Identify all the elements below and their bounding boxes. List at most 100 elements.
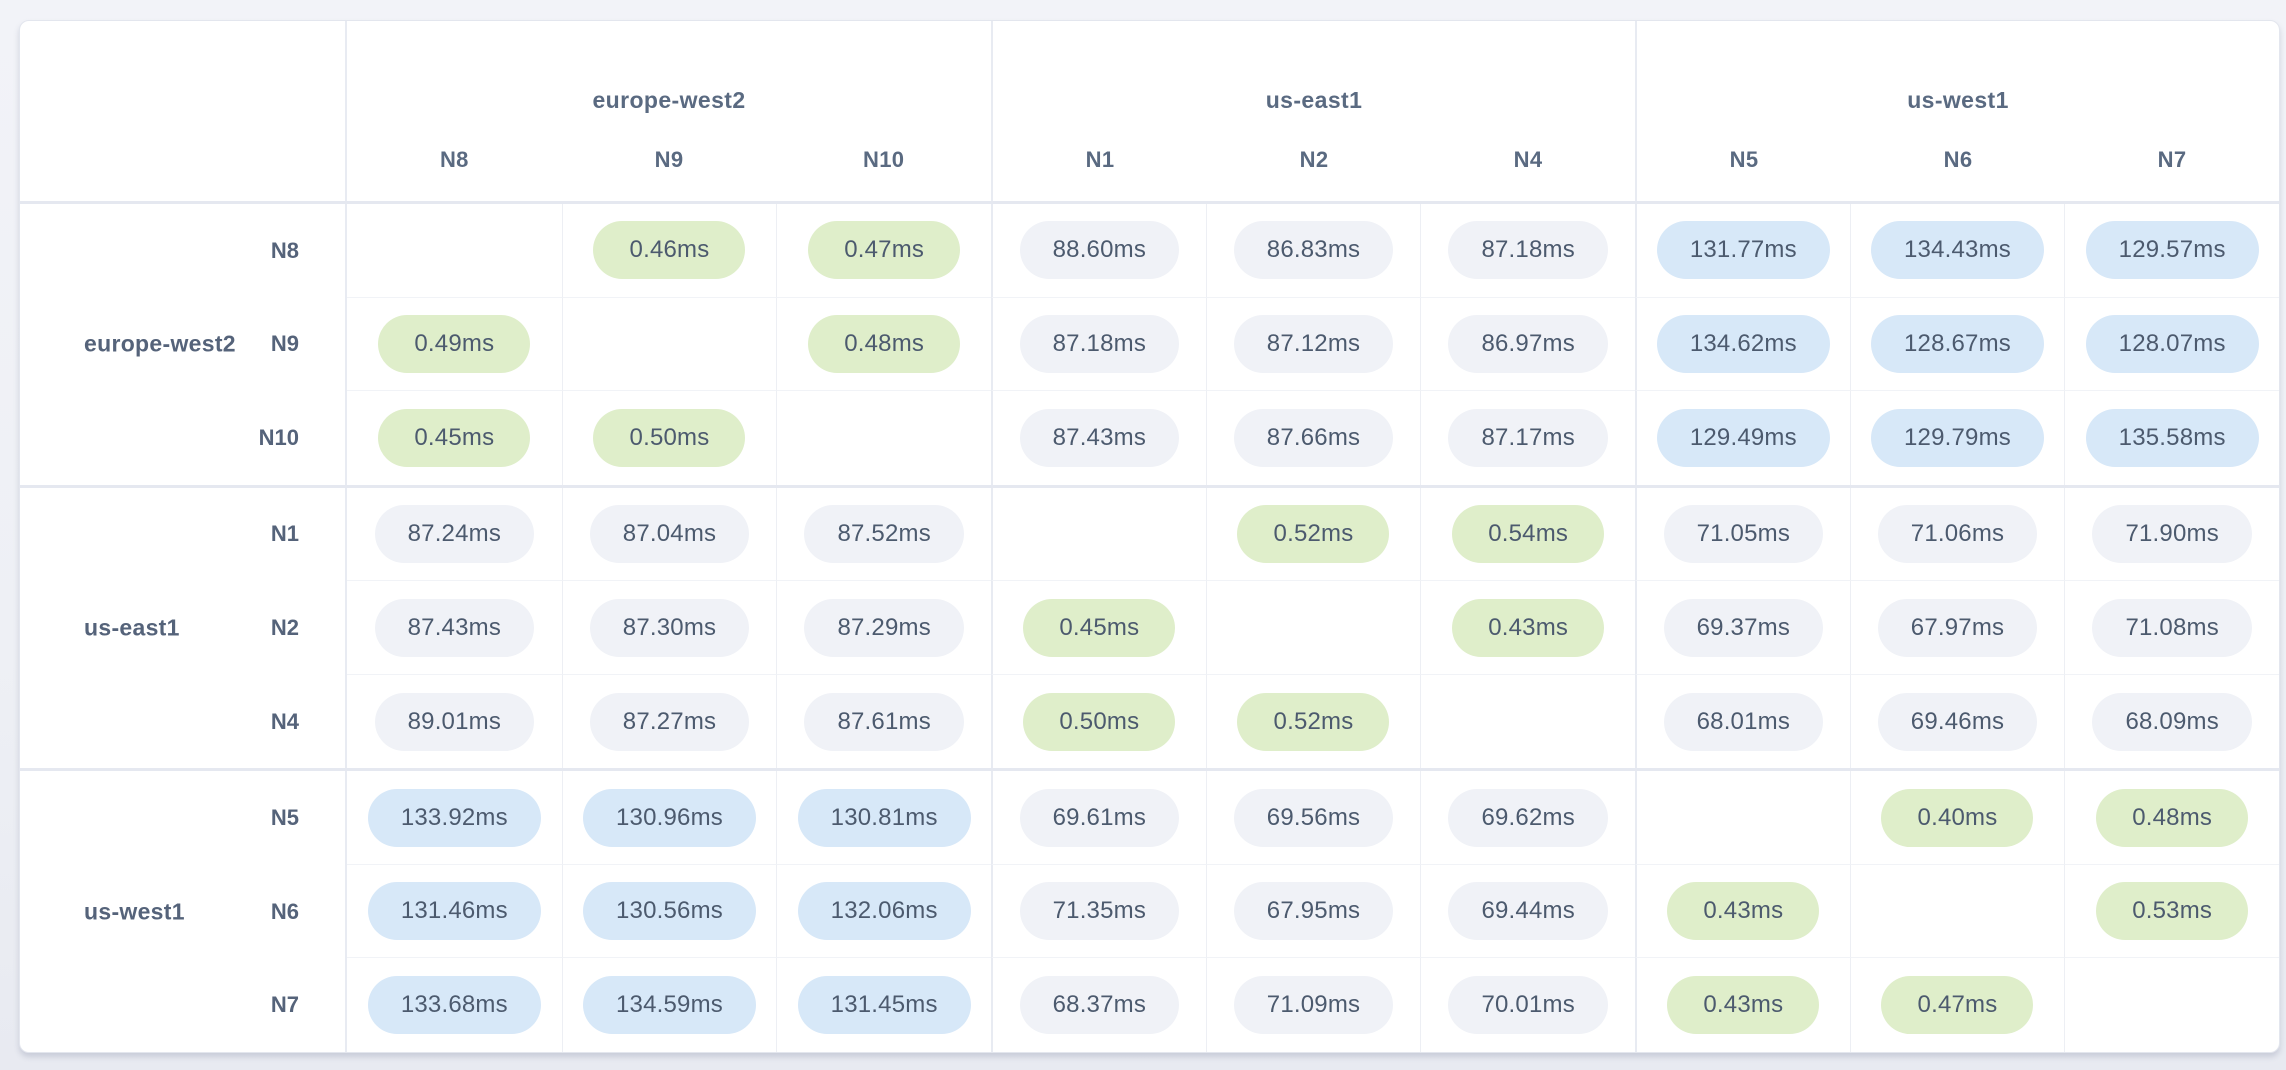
- latency-cell-N6-N9: 130.56ms: [561, 864, 777, 959]
- latency-pill-N7-N6[interactable]: 0.47ms: [1881, 976, 2034, 1035]
- latency-pill-N9-N2[interactable]: 87.12ms: [1233, 314, 1394, 373]
- latency-cell-N7-N8: 133.68ms: [347, 958, 562, 1052]
- latency-pill-N2-N6[interactable]: 67.97ms: [1877, 598, 2038, 657]
- latency-pill-N5-N7[interactable]: 0.48ms: [2096, 788, 2249, 847]
- latency-pill-N1-N6[interactable]: 71.06ms: [1877, 504, 2038, 563]
- latency-pill-N1-N8[interactable]: 87.24ms: [374, 504, 535, 563]
- latency-pill-N5-N10[interactable]: 130.81ms: [797, 788, 971, 847]
- latency-pill-N8-N2[interactable]: 86.83ms: [1233, 221, 1394, 280]
- latency-pill-N2-N10[interactable]: 87.29ms: [804, 598, 964, 657]
- latency-cell-N5-N1: 69.61ms: [991, 771, 1206, 865]
- row-header-N5: N5: [270, 805, 299, 831]
- latency-pill-N9-N5[interactable]: 134.62ms: [1656, 314, 1830, 373]
- latency-pill-N4-N5[interactable]: 68.01ms: [1663, 692, 1824, 751]
- latency-pill-N8-N5[interactable]: 131.77ms: [1656, 221, 1830, 280]
- latency-cell-N10-N8: 0.45ms: [347, 391, 562, 485]
- latency-pill-N9-N1[interactable]: 87.18ms: [1019, 314, 1180, 373]
- latency-pill-N9-N10[interactable]: 0.48ms: [808, 314, 961, 373]
- latency-pill-N10-N6[interactable]: 129.79ms: [1870, 408, 2044, 467]
- latency-pill-N6-N1[interactable]: 71.35ms: [1019, 882, 1180, 941]
- latency-pill-N1-N5[interactable]: 71.05ms: [1663, 504, 1824, 563]
- latency-pill-N4-N10[interactable]: 87.61ms: [804, 692, 964, 751]
- column-header-N5: N5: [1729, 147, 1759, 172]
- latency-pill-N5-N4[interactable]: 69.62ms: [1448, 788, 1608, 847]
- latency-pill-N2-N4[interactable]: 0.43ms: [1452, 598, 1605, 657]
- latency-pill-N8-N6[interactable]: 134.43ms: [1870, 221, 2044, 280]
- matrix-column-headers: europe-west2 N8 N9 N10 us-east1 N1 N2 N4 us-west…: [20, 21, 2279, 204]
- latency-pill-N9-N8[interactable]: 0.49ms: [378, 314, 531, 373]
- latency-pill-N6-N2[interactable]: 67.95ms: [1233, 882, 1394, 941]
- latency-pill-N6-N8[interactable]: 131.46ms: [367, 882, 541, 941]
- latency-pill-N7-N1[interactable]: 68.37ms: [1019, 976, 1180, 1035]
- latency-pill-N1-N2[interactable]: 0.52ms: [1237, 504, 1390, 563]
- latency-pill-N8-N10[interactable]: 0.47ms: [808, 221, 961, 280]
- latency-pill-N1-N9[interactable]: 87.04ms: [589, 504, 750, 563]
- latency-cell-self-N6: [1849, 864, 2065, 959]
- column-node-row: N5 N6 N7: [1637, 147, 2279, 173]
- latency-cell-N9-N8: 0.49ms: [347, 298, 562, 392]
- latency-pill-N10-N7[interactable]: 135.58ms: [2085, 408, 2259, 467]
- latency-cell-N2-N7: 71.08ms: [2064, 581, 2279, 675]
- latency-cell-N10-N4: 87.17ms: [1420, 391, 1635, 485]
- latency-pill-N7-N8[interactable]: 133.68ms: [367, 976, 541, 1035]
- latency-pill-N6-N4[interactable]: 69.44ms: [1448, 882, 1608, 941]
- row-group-europe-west2: europe-west2 N8 N9 N10 0.46ms 0.47ms 88.60ms 86…: [20, 204, 2279, 485]
- latency-pill-N10-N8[interactable]: 0.45ms: [378, 408, 531, 467]
- latency-pill-N6-N7[interactable]: 0.53ms: [2096, 882, 2249, 941]
- latency-pill-N10-N2[interactable]: 87.66ms: [1233, 408, 1394, 467]
- latency-pill-N9-N7[interactable]: 128.07ms: [2085, 314, 2259, 373]
- latency-cell-N1-N6: 71.06ms: [1849, 487, 2065, 582]
- latency-pill-N2-N7[interactable]: 71.08ms: [2092, 598, 2252, 657]
- latency-cell-self-N8: [347, 204, 562, 298]
- latency-pill-N9-N6[interactable]: 128.67ms: [1870, 314, 2044, 373]
- latency-pill-N8-N4[interactable]: 87.18ms: [1448, 221, 1608, 280]
- latency-cell-N2-N4: 0.43ms: [1420, 581, 1635, 675]
- latency-pill-N9-N4[interactable]: 86.97ms: [1448, 314, 1608, 373]
- latency-pill-N10-N9[interactable]: 0.50ms: [593, 408, 746, 467]
- latency-pill-N10-N5[interactable]: 129.49ms: [1656, 408, 1830, 467]
- latency-pill-N5-N8[interactable]: 133.92ms: [367, 788, 541, 847]
- latency-pill-N5-N9[interactable]: 130.96ms: [582, 788, 756, 847]
- latency-cell-N8-N4: 87.18ms: [1420, 204, 1635, 298]
- latency-pill-N7-N9[interactable]: 134.59ms: [582, 976, 756, 1035]
- latency-pill-N10-N4[interactable]: 87.17ms: [1448, 408, 1608, 467]
- latency-cell-N6-N8: 131.46ms: [347, 865, 562, 959]
- column-header-N6: N6: [1943, 147, 1973, 172]
- latency-cell-N2-N5: 69.37ms: [1635, 581, 1850, 675]
- latency-pill-N2-N8[interactable]: 87.43ms: [374, 598, 535, 657]
- latency-pill-N5-N1[interactable]: 69.61ms: [1019, 788, 1180, 847]
- latency-pill-N4-N1[interactable]: 0.50ms: [1023, 692, 1176, 751]
- latency-pill-N8-N1[interactable]: 88.60ms: [1019, 221, 1180, 280]
- column-header-N4: N4: [1513, 147, 1543, 172]
- latency-pill-N6-N9[interactable]: 130.56ms: [582, 882, 756, 941]
- latency-pill-N4-N9[interactable]: 87.27ms: [589, 692, 750, 751]
- latency-pill-N6-N10[interactable]: 132.06ms: [797, 882, 971, 941]
- latency-cell-N7-N5: 0.43ms: [1635, 958, 1850, 1052]
- latency-cell-N4-N1: 0.50ms: [991, 674, 1206, 769]
- column-header-N9: N9: [654, 147, 684, 172]
- latency-pill-N2-N5[interactable]: 69.37ms: [1663, 598, 1824, 657]
- latency-pill-N1-N7[interactable]: 71.90ms: [2092, 504, 2252, 563]
- latency-pill-N5-N2[interactable]: 69.56ms: [1233, 788, 1394, 847]
- latency-pill-N2-N9[interactable]: 87.30ms: [589, 598, 750, 657]
- latency-pill-N7-N5[interactable]: 0.43ms: [1667, 976, 1820, 1035]
- latency-pill-N5-N6[interactable]: 0.40ms: [1881, 788, 2034, 847]
- latency-pill-N4-N8[interactable]: 89.01ms: [374, 692, 535, 751]
- latency-cell-N6-N10: 132.06ms: [776, 864, 991, 959]
- latency-pill-N6-N5[interactable]: 0.43ms: [1667, 882, 1820, 941]
- column-header-N2: N2: [1299, 147, 1329, 172]
- row-group-us-east1: us-east1 N1 N2 N4 87.24ms 87.04ms 87.52ms 0.52m…: [20, 484, 2279, 769]
- latency-pill-N1-N10[interactable]: 87.52ms: [804, 504, 964, 563]
- latency-pill-N10-N1[interactable]: 87.43ms: [1019, 408, 1180, 467]
- latency-pill-N4-N2[interactable]: 0.52ms: [1237, 692, 1390, 751]
- latency-pill-N2-N1[interactable]: 0.45ms: [1023, 598, 1176, 657]
- latency-pill-N1-N4[interactable]: 0.54ms: [1452, 504, 1605, 563]
- latency-pill-N7-N2[interactable]: 71.09ms: [1233, 976, 1394, 1035]
- latency-pill-N4-N7[interactable]: 68.09ms: [2092, 692, 2252, 751]
- latency-pill-N7-N10[interactable]: 131.45ms: [797, 976, 971, 1035]
- latency-pill-N8-N7[interactable]: 129.57ms: [2085, 221, 2259, 280]
- latency-pill-N8-N9[interactable]: 0.46ms: [593, 221, 746, 280]
- latency-pill-N7-N4[interactable]: 70.01ms: [1448, 976, 1608, 1035]
- latency-cell-N1-N10: 87.52ms: [776, 487, 991, 582]
- latency-pill-N4-N6[interactable]: 69.46ms: [1877, 692, 2038, 751]
